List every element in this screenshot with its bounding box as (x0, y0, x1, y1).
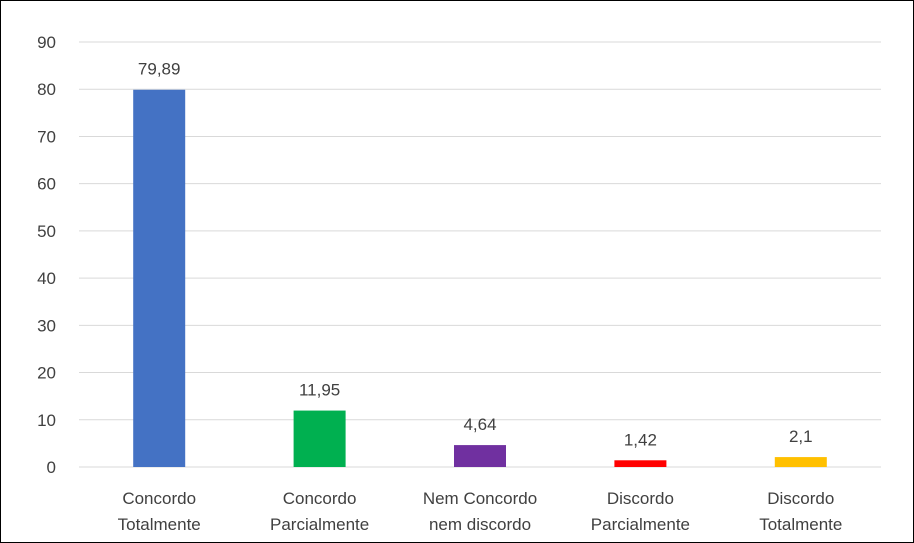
bar (774, 457, 827, 467)
category-label: Concordo (122, 489, 196, 508)
y-tick-label: 60 (37, 175, 56, 194)
y-tick-label: 80 (37, 80, 56, 99)
x-axis-categories: Concordo Totalmente Concordo Parcialmente Ne… (118, 489, 843, 534)
y-tick-label: 90 (37, 33, 56, 52)
category-label: Totalmente (759, 515, 842, 534)
data-label: 4,64 (463, 415, 496, 434)
y-tick-label: 40 (37, 269, 56, 288)
data-label: 2,1 (789, 427, 813, 446)
category-label: Discordo (767, 489, 834, 508)
category-label: Parcialmente (270, 515, 369, 534)
bar (614, 460, 667, 467)
y-tick-label: 50 (37, 222, 56, 241)
bar (454, 445, 506, 467)
bars (133, 89, 827, 467)
category-label: Totalmente (118, 515, 201, 534)
bar (293, 410, 346, 467)
data-label: 79,89 (138, 60, 181, 79)
y-tick-label: 0 (47, 458, 56, 477)
y-tick-label: 30 (37, 316, 56, 335)
y-tick-label: 70 (37, 127, 56, 146)
data-label: 11,95 (299, 381, 340, 400)
y-axis-ticks: 0 10 20 30 40 50 60 70 80 90 (37, 33, 56, 477)
category-label: Discordo (607, 489, 674, 508)
category-label: Concordo (283, 489, 357, 508)
y-tick-label: 20 (37, 364, 56, 383)
gridlines (79, 41, 881, 468)
category-label: Parcialmente (591, 515, 690, 534)
category-label: Nem Concordo (423, 489, 537, 508)
category-label: nem discordo (429, 515, 531, 534)
data-labels: 79,89 11,95 4,64 1,42 2,1 (138, 60, 813, 450)
bar (133, 89, 186, 467)
y-tick-label: 10 (37, 411, 56, 430)
data-label: 1,42 (624, 430, 657, 449)
